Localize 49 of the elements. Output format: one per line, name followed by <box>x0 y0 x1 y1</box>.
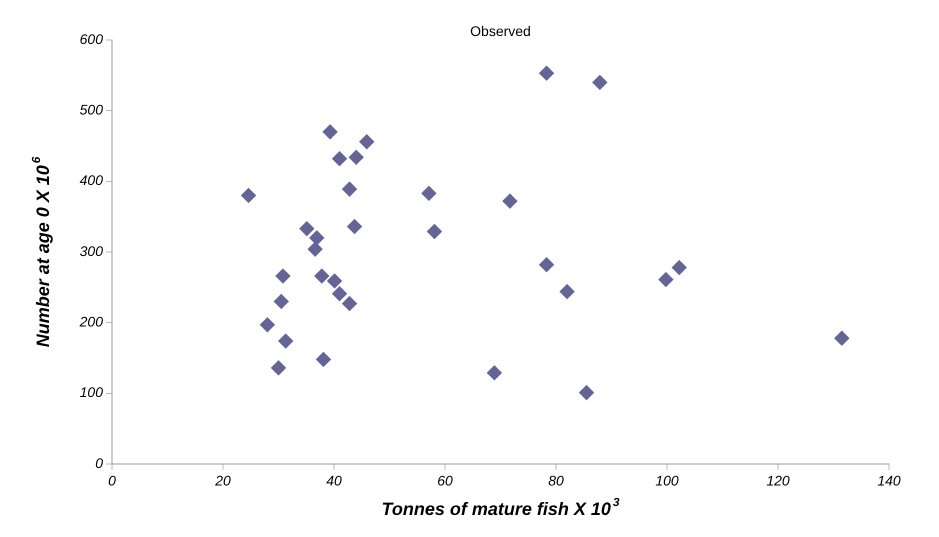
point <box>834 330 850 346</box>
point <box>359 134 374 150</box>
point <box>309 230 324 246</box>
point <box>299 221 314 236</box>
point <box>502 194 518 209</box>
chart-title: Observed <box>470 22 531 39</box>
y-tick-label: 200 <box>78 314 104 330</box>
x-tick-label: 120 <box>766 472 790 488</box>
point <box>579 385 594 400</box>
point <box>348 150 364 165</box>
x-tick-label: 80 <box>548 472 564 488</box>
point <box>539 66 554 81</box>
x-tick-label: 140 <box>877 472 901 488</box>
point <box>592 74 608 90</box>
y-tick-label: 100 <box>80 384 104 400</box>
x-tick-label: 0 <box>108 472 116 488</box>
point <box>332 286 348 302</box>
point <box>658 272 674 288</box>
y-tick-label: 400 <box>80 172 104 188</box>
x-tick-label: 40 <box>326 472 342 488</box>
x-tick-label: 60 <box>437 472 453 488</box>
y-axis-title: Number at age 0 X 106 <box>30 156 53 348</box>
point <box>275 268 290 284</box>
y-tick-label: 500 <box>80 102 104 118</box>
point <box>347 219 362 234</box>
point <box>486 365 502 380</box>
y-tick-label: 0 <box>95 454 104 471</box>
point <box>672 260 687 276</box>
point <box>322 124 338 140</box>
point <box>241 188 256 203</box>
point <box>316 352 331 367</box>
point <box>314 268 330 284</box>
y-tick-label: 300 <box>80 242 104 259</box>
point <box>278 334 294 349</box>
point <box>327 273 342 288</box>
point <box>271 360 286 376</box>
point <box>539 257 554 272</box>
y-tick-label: 600 <box>80 30 104 47</box>
point <box>342 296 358 312</box>
point <box>560 284 575 300</box>
point <box>308 242 323 257</box>
point <box>332 151 348 166</box>
x-tick-label: 20 <box>214 472 231 488</box>
point <box>260 317 275 332</box>
point <box>421 186 436 201</box>
point <box>426 224 442 240</box>
x-tick-label: 100 <box>655 472 679 488</box>
point <box>274 294 289 309</box>
point <box>342 182 358 197</box>
